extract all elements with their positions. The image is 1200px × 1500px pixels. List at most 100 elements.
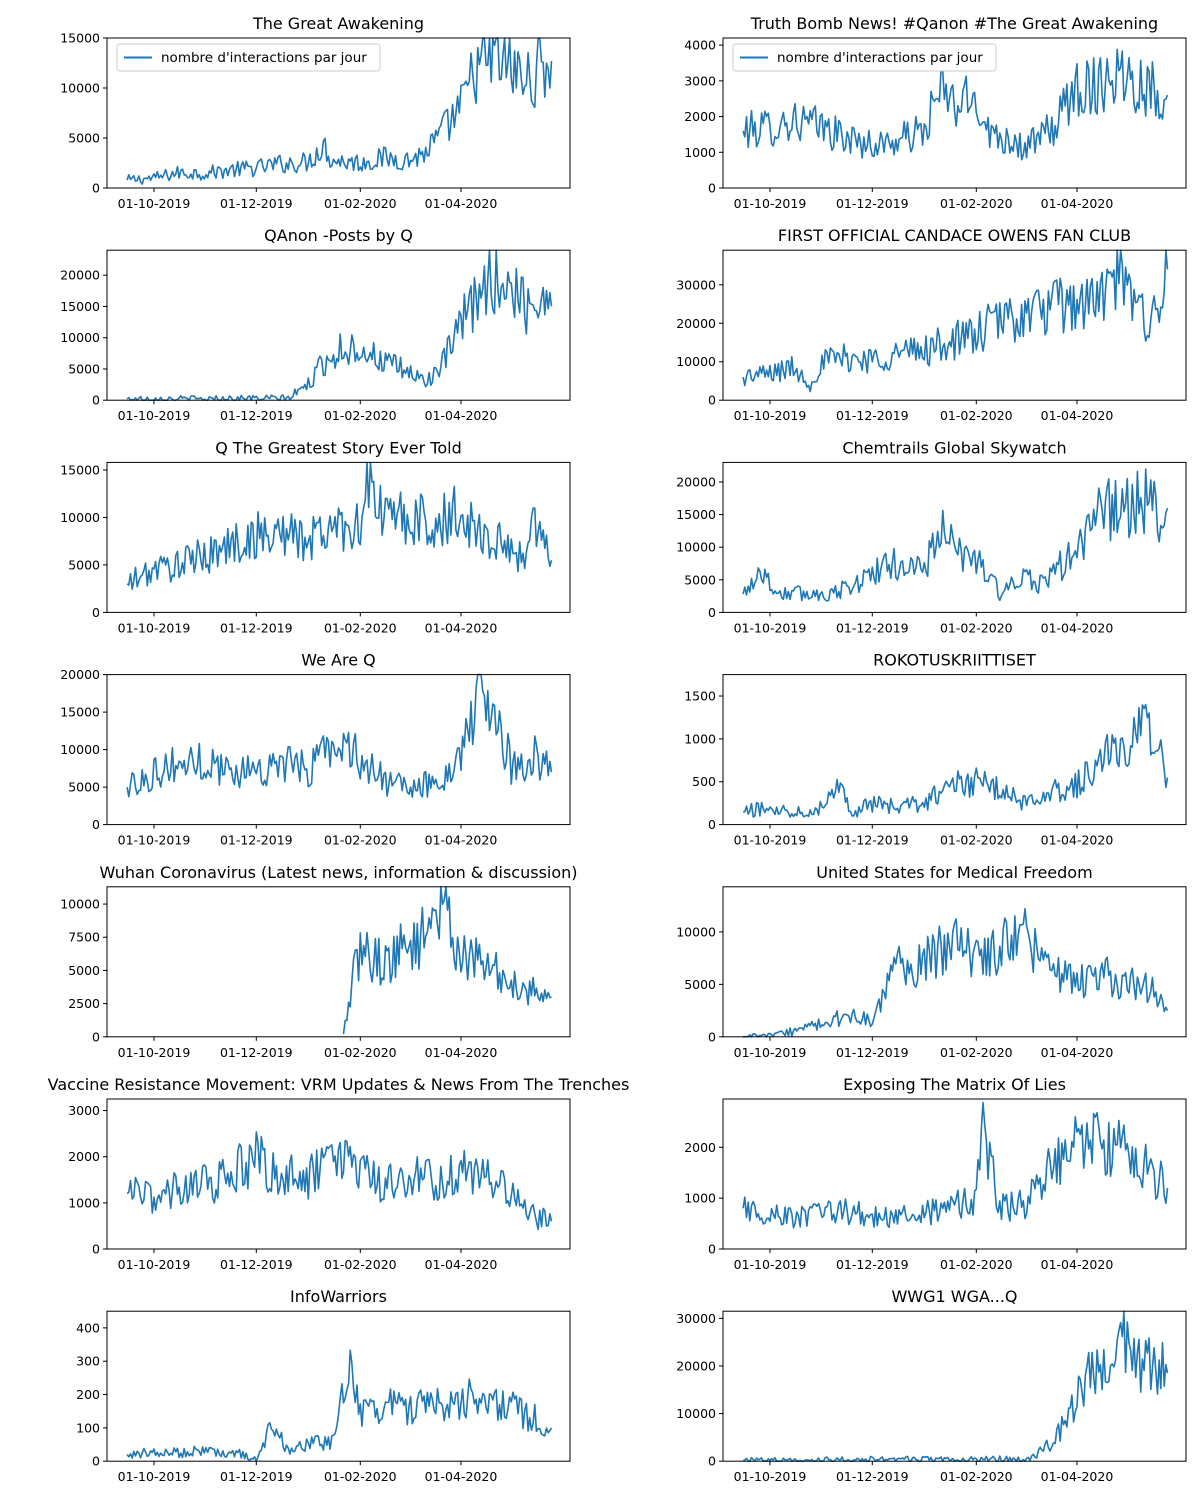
chart-title: The Great Awakening: [252, 14, 424, 33]
y-tick-label: 1000: [684, 1191, 716, 1206]
x-tick-label: 01-04-2020: [425, 196, 498, 211]
legend-box: [732, 43, 997, 72]
y-tick-label: 3000: [684, 73, 716, 88]
plot-frame: [106, 886, 571, 1038]
x-tick-label: 01-12-2019: [836, 408, 909, 423]
chart-title: Wuhan Coronavirus (Latest news, informat…: [99, 863, 577, 882]
chart-title: Q The Greatest Story Ever Told: [215, 438, 462, 457]
x-tick-label: 01-10-2019: [118, 620, 191, 635]
series-line: [742, 249, 1169, 393]
y-tick-label: 0: [92, 817, 100, 832]
y-tick-label: 20000: [60, 667, 100, 682]
x-tick-label: 01-02-2020: [324, 408, 397, 423]
x-tick-label: 01-12-2019: [220, 1045, 293, 1060]
y-tick-label: 15000: [60, 705, 100, 720]
y-tick-label: 0: [708, 605, 716, 620]
x-tick-label: 01-02-2020: [324, 1257, 397, 1272]
x-tick-label: 01-04-2020: [1041, 1045, 1114, 1060]
y-tick-label: 1000: [684, 731, 716, 746]
legend: nombre d'interactions par jour: [116, 43, 381, 72]
y-tick-label: 15000: [60, 462, 100, 477]
y-tick-label: 5000: [68, 131, 100, 146]
y-tick-label: 0: [92, 1242, 100, 1257]
plot-frame: [106, 1098, 571, 1250]
x-tick-label: 01-02-2020: [324, 1045, 397, 1060]
series-line: [126, 249, 553, 402]
x-tick-label: 01-02-2020: [940, 1257, 1013, 1272]
legend-label: nombre d'interactions par jour: [161, 50, 367, 66]
y-tick-label: 10000: [676, 354, 716, 369]
y-tick-label: 10000: [60, 81, 100, 96]
y-tick-label: 20000: [60, 268, 100, 283]
chart-panel-2: Truth Bomb News! #Qanon #The Great Awake…: [684, 14, 1187, 211]
chart-title: Truth Bomb News! #Qanon #The Great Awake…: [750, 14, 1158, 33]
plot-frame: [106, 249, 571, 401]
y-tick-label: 500: [692, 774, 716, 789]
legend-box: [116, 43, 381, 72]
chart-panel-3: QAnon -Posts by Q 0 5000 10000 15000 20000 01-…: [60, 226, 571, 423]
chart-panel-5: Q The Greatest Story Ever Told 0 5000 10000…: [60, 438, 571, 635]
y-tick-label: 10000: [60, 510, 100, 525]
series-line: [126, 461, 553, 591]
x-tick-label: 01-04-2020: [425, 408, 498, 423]
plot-frame: [722, 674, 1187, 826]
y-tick-label: 10000: [676, 540, 716, 555]
chart-title: United States for Medical Freedom: [816, 863, 1092, 882]
x-tick-label: 01-04-2020: [425, 1045, 498, 1060]
y-tick-label: 10000: [60, 897, 100, 912]
y-tick-label: 5000: [68, 557, 100, 572]
x-tick-label: 01-12-2019: [836, 1469, 909, 1484]
y-tick-label: 400: [76, 1320, 100, 1335]
x-tick-label: 01-02-2020: [940, 408, 1013, 423]
series-line: [742, 1310, 1169, 1462]
y-tick-label: 20000: [676, 1358, 716, 1373]
y-tick-label: 2000: [68, 1149, 100, 1164]
chart-panel-4: FIRST OFFICIAL CANDACE OWENS FAN CLUB 0 10…: [676, 226, 1187, 423]
chart-title: InfoWarriors: [290, 1287, 387, 1306]
x-tick-label: 01-12-2019: [220, 196, 293, 211]
x-tick-label: 01-10-2019: [734, 408, 807, 423]
series-line: [743, 703, 1169, 818]
series-line: [126, 1349, 553, 1462]
y-tick-label: 20000: [676, 316, 716, 331]
x-tick-label: 01-04-2020: [1041, 620, 1114, 635]
y-tick-label: 7500: [68, 930, 100, 945]
x-tick-label: 01-02-2020: [940, 620, 1013, 635]
chart-title: FIRST OFFICIAL CANDACE OWENS FAN CLUB: [778, 226, 1131, 245]
series-line: [742, 468, 1169, 602]
y-tick-label: 300: [76, 1354, 100, 1369]
chart-panel-9: Wuhan Coronavirus (Latest news, informat…: [60, 863, 577, 1060]
x-tick-label: 01-04-2020: [1041, 1469, 1114, 1484]
series-line: [342, 885, 552, 1035]
y-tick-label: 0: [92, 181, 100, 196]
y-tick-label: 5000: [684, 572, 716, 587]
x-tick-label: 01-12-2019: [220, 1469, 293, 1484]
y-tick-label: 5000: [68, 963, 100, 978]
x-tick-label: 01-04-2020: [425, 620, 498, 635]
plot-frame: [722, 1310, 1187, 1462]
x-tick-label: 01-04-2020: [1041, 1257, 1114, 1272]
x-tick-label: 01-02-2020: [324, 620, 397, 635]
y-tick-label: 0: [92, 1454, 100, 1469]
x-tick-label: 01-10-2019: [118, 1045, 191, 1060]
legend-label: nombre d'interactions par jour: [777, 50, 983, 66]
x-tick-label: 01-10-2019: [734, 833, 807, 848]
x-tick-label: 01-10-2019: [734, 1045, 807, 1060]
x-tick-label: 01-04-2020: [425, 833, 498, 848]
plot-frame: [722, 37, 1187, 189]
legend: nombre d'interactions par jour: [732, 43, 997, 72]
chart-title: ROKOTUSKRIITTISET: [873, 651, 1036, 670]
x-tick-label: 01-10-2019: [118, 1257, 191, 1272]
series-line: [742, 48, 1169, 161]
x-tick-label: 01-12-2019: [836, 196, 909, 211]
x-tick-label: 01-02-2020: [940, 1045, 1013, 1060]
plot-frame: [106, 1310, 571, 1462]
chart-title: QAnon -Posts by Q: [264, 226, 413, 245]
x-tick-label: 01-02-2020: [940, 196, 1013, 211]
y-tick-label: 10000: [676, 1406, 716, 1421]
chart-title: Chemtrails Global Skywatch: [842, 438, 1066, 457]
x-tick-label: 01-12-2019: [220, 833, 293, 848]
y-tick-label: 1000: [68, 1195, 100, 1210]
plot-frame: [106, 461, 571, 613]
y-tick-label: 0: [708, 1029, 716, 1044]
